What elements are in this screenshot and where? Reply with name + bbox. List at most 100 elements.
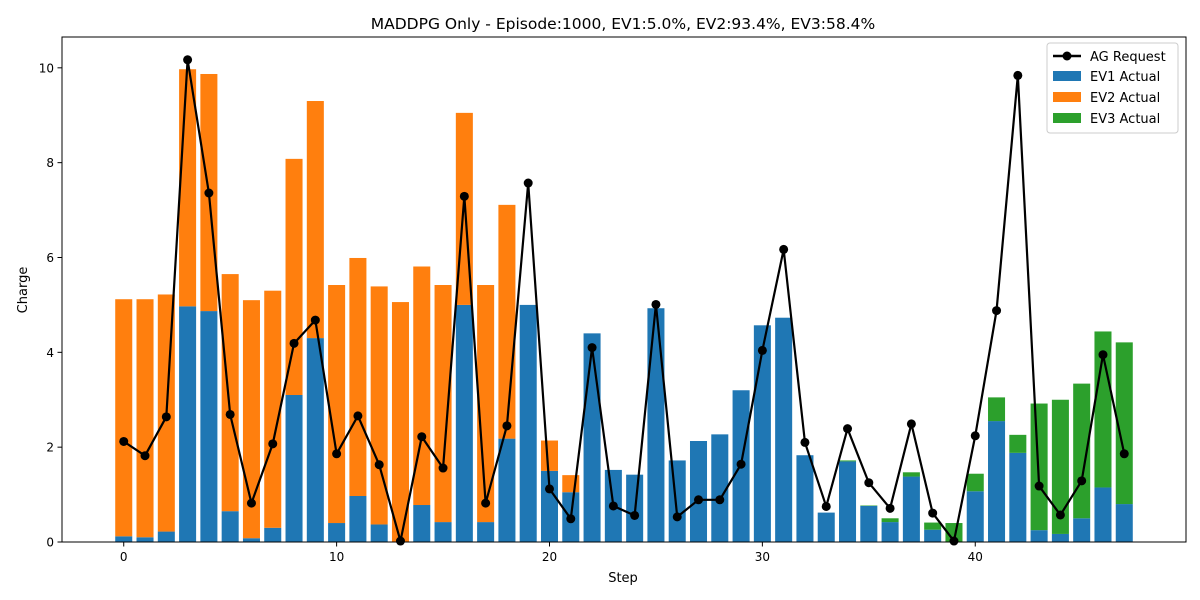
ag-request-point-step-6: [246, 498, 256, 508]
ag-request-point-step-18: [502, 421, 512, 431]
bar-ev1-actual-step-34: [839, 461, 857, 542]
legend: AG Request EV1 Actual EV2 Actual EV3 Act…: [1046, 42, 1179, 134]
bar-ev1-actual-step-45: [1073, 518, 1091, 542]
bar-ev1-actual-step-0: [115, 536, 133, 542]
bar-ev1-actual-step-32: [796, 455, 814, 542]
ag-request-point-step-38: [928, 508, 938, 518]
legend-frame: [1046, 42, 1179, 134]
bar-ev3-actual-step-36: [881, 518, 899, 523]
bar-ev1-actual-step-17: [477, 522, 495, 542]
bar-ev1-actual-step-8: [285, 395, 303, 542]
ag-request-point-step-9: [310, 315, 320, 325]
ag-request-point-step-40: [970, 431, 980, 441]
bar-ev2-actual-step-14: [413, 266, 431, 506]
bar-ev3-actual-step-37: [902, 472, 920, 477]
ag-request-point-step-22: [587, 343, 597, 353]
chart-title: MADDPG Only - Episode:1000, EV1:5.0%, EV…: [371, 15, 875, 33]
ag-request-point-step-37: [906, 419, 916, 429]
bar-ev1-actual-step-36: [881, 522, 899, 542]
ag-request-point-step-44: [1055, 510, 1065, 520]
ag-request-point-step-14: [417, 432, 427, 442]
bar-ev1-actual-step-11: [349, 496, 367, 542]
ag-request-point-step-21: [566, 514, 576, 524]
ag-request-point-step-47: [1119, 449, 1129, 459]
bar-ev1-actual-step-46: [1094, 487, 1112, 542]
y-tick-label-6: 6: [46, 251, 54, 265]
bar-ev1-actual-step-22: [583, 333, 601, 542]
bar-ev3-actual-step-34: [839, 460, 857, 462]
ag-request-point-step-39: [949, 536, 959, 546]
bar-ev2-actual-step-8: [285, 158, 303, 395]
bar-ev3-actual-step-41: [988, 397, 1006, 422]
bar-ev3-actual-step-45: [1073, 383, 1091, 519]
bar-ev1-actual-step-28: [711, 434, 729, 542]
ag-request-point-step-1: [140, 451, 150, 461]
ag-request-point-step-0: [119, 436, 129, 446]
bar-ev1-actual-step-43: [1030, 530, 1048, 542]
ag-request-point-step-19: [523, 178, 533, 188]
ag-request-point-step-4: [204, 188, 214, 198]
legend-ag-marker-icon: [1062, 51, 1072, 61]
ag-request-point-step-36: [885, 503, 895, 513]
y-tick-label-10: 10: [39, 61, 54, 75]
bar-ev1-actual-step-26: [668, 460, 686, 542]
plot-frame: [61, 36, 1187, 543]
y-tick-label-4: 4: [46, 346, 54, 360]
ag-request-point-step-17: [481, 498, 491, 508]
legend-ev3-actual: EV3 Actual: [1090, 112, 1160, 127]
ag-request-point-step-45: [1077, 476, 1087, 486]
bar-ev1-actual-step-5: [221, 511, 239, 542]
ag-request-point-step-23: [608, 501, 618, 511]
y-axis-label: Charge: [16, 267, 31, 314]
bar-ev1-actual-step-47: [1115, 504, 1133, 542]
bar-ev1-actual-step-37: [902, 476, 920, 542]
ag-request-point-step-43: [1034, 481, 1044, 491]
ag-request-point-step-13: [395, 536, 405, 546]
bar-ev1-actual-step-16: [455, 304, 473, 542]
ag-request-point-step-5: [225, 409, 235, 419]
ag-request-line: [123, 58, 1126, 543]
bar-ev1-actual-step-15: [434, 522, 452, 542]
legend-ev3-swatch-icon: [1053, 113, 1081, 123]
bar-ev3-actual-step-40: [966, 473, 984, 492]
bar-ev1-actual-step-25: [647, 308, 665, 542]
bar-ev3-actual-step-44: [1051, 399, 1069, 534]
bar-ev2-actual-step-13: [391, 302, 409, 542]
bar-ev1-actual-step-19: [519, 304, 537, 542]
bar-ev3-actual-step-47: [1115, 342, 1133, 505]
bar-ev1-actual-step-41: [988, 421, 1006, 542]
bar-ev1-actual-step-33: [817, 512, 835, 542]
ag-request-point-step-11: [353, 411, 363, 421]
bar-ev2-actual-step-20: [540, 440, 559, 471]
bar-ev3-actual-step-38: [924, 522, 942, 530]
bar-ev1-actual-step-1: [136, 537, 154, 542]
bar-ev2-actual-step-7: [264, 290, 282, 528]
bar-ev2-actual-step-11: [349, 257, 367, 497]
x-tick-label-20: 20: [542, 550, 557, 564]
bar-ev1-actual-step-6: [242, 538, 260, 542]
legend-ev1-actual: EV1 Actual: [1090, 70, 1160, 85]
bar-ev2-actual-step-0: [115, 299, 133, 537]
bar-ev1-actual-step-3: [179, 306, 197, 542]
x-tick-label-30: 30: [755, 550, 770, 564]
bar-ev2-actual-step-10: [328, 285, 346, 524]
ag-request-point-step-15: [438, 463, 448, 473]
x-tick-label-10: 10: [329, 550, 344, 564]
x-tick-label-40: 40: [968, 550, 983, 564]
line-group: [119, 55, 1129, 546]
bar-ev1-actual-step-12: [370, 524, 388, 542]
bar-ev2-actual-step-1: [136, 299, 154, 538]
ag-request-point-step-33: [821, 501, 831, 511]
ag-request-point-step-25: [651, 299, 661, 309]
y-tick-label-0: 0: [46, 536, 54, 550]
ag-request-point-step-28: [715, 495, 725, 505]
ag-request-point-step-24: [630, 510, 640, 520]
ag-request-point-step-31: [779, 244, 789, 254]
ag-request-point-step-20: [544, 484, 554, 494]
bar-ev1-actual-step-42: [1009, 452, 1027, 542]
ag-request-point-step-34: [843, 424, 853, 434]
bar-ev2-actual-step-5: [221, 274, 239, 512]
bar-ev2-actual-step-9: [306, 101, 324, 339]
ag-request-point-step-8: [289, 338, 299, 348]
